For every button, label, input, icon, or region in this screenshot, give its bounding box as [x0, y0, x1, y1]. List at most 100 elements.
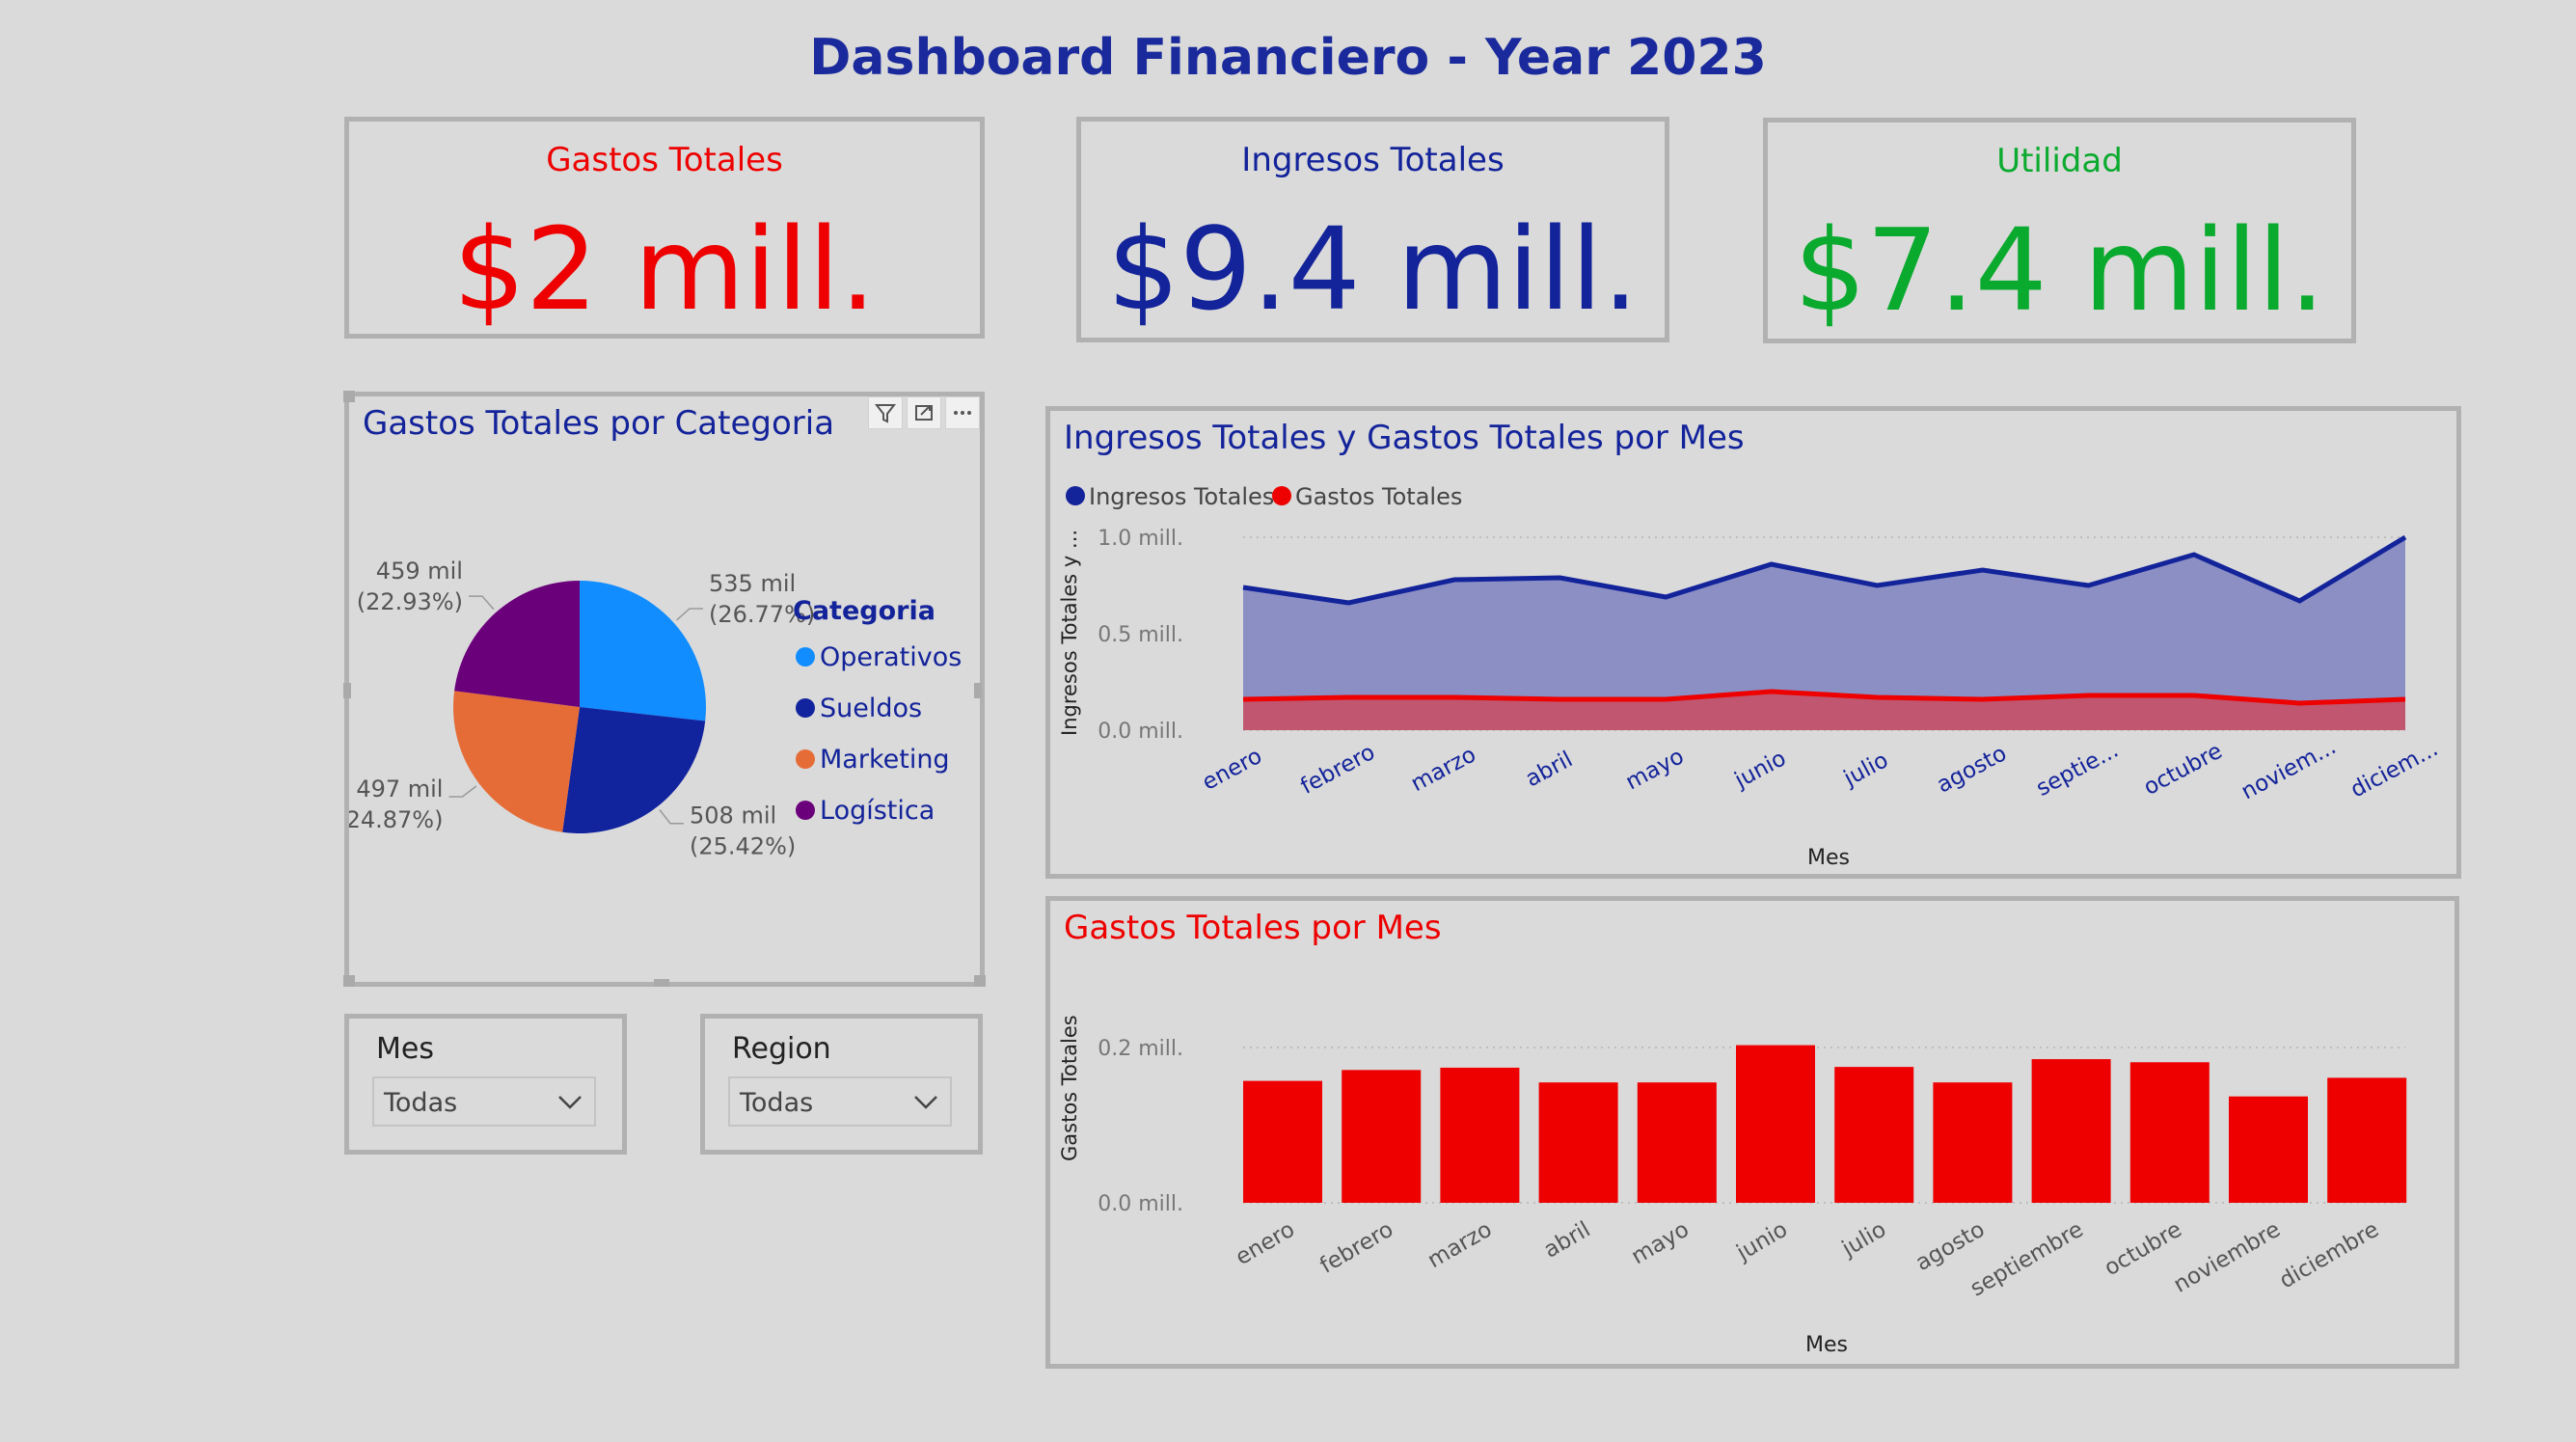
x-tick-label: enero — [1199, 744, 1266, 796]
slicer-region-value: Todas — [740, 1088, 813, 1118]
pie-legend: Operativos Sueldos Marketing Logística — [796, 642, 962, 826]
kpi-utilidad-label: Utilidad — [1768, 142, 2351, 180]
slicer-region[interactable]: Region Todas — [700, 1014, 983, 1155]
kpi-card-gastos[interactable]: Gastos Totales $2 mill. — [344, 117, 985, 339]
x-tick-label: septiembre — [1966, 1217, 2088, 1302]
y-tick-label: 0.0 mill. — [1098, 1192, 1183, 1216]
pie-slice-sueldos[interactable] — [562, 707, 705, 833]
pie-percent-label: (24.87%) — [349, 806, 443, 833]
area-legend: Ingresos Totales Gastos Totales — [1066, 483, 1462, 510]
y-tick-label: 0.5 mill. — [1098, 623, 1183, 647]
slicer-mes-value: Todas — [384, 1088, 457, 1118]
legend-label-logística[interactable]: Logística — [820, 796, 935, 826]
x-tick-label: junio — [1730, 746, 1791, 794]
x-tick-label: julio — [1837, 1217, 1890, 1263]
x-tick-label: agosto — [1912, 1217, 1989, 1276]
bar-chart-panel[interactable]: Gastos Totales por Mes Gastos Totales Me… — [1045, 896, 2459, 1369]
area-chart-ylabel: Ingresos Totales y ... — [1058, 530, 1081, 736]
x-tick-label: marzo — [1407, 742, 1480, 797]
pie-leader-line — [660, 810, 684, 824]
pie-value-label: 535 mil — [709, 570, 796, 597]
bar-marzo[interactable] — [1440, 1068, 1519, 1203]
pie-chart-panel[interactable]: Gastos Totales por Categoria 535 mil (26.… — [344, 392, 985, 987]
legend-marker-gastos — [1272, 486, 1291, 505]
pie-percent-label: (22.93%) — [357, 588, 463, 615]
pie-legend-title: Categoria — [793, 596, 935, 626]
bar-chart-ylabel: Gastos Totales — [1058, 1015, 1081, 1161]
pie-slice-operativos[interactable] — [580, 581, 706, 721]
bar-septiembre[interactable] — [2032, 1059, 2111, 1203]
kpi-card-utilidad[interactable]: Utilidad $7.4 mill. — [1763, 118, 2356, 343]
y-tick-label: 1.0 mill. — [1098, 527, 1183, 551]
pie-value-label: 508 mil — [690, 803, 776, 830]
pie-value-label: 459 mil — [376, 558, 463, 585]
legend-label-marketing[interactable]: Marketing — [820, 745, 950, 775]
legend-marker-operativos — [796, 647, 815, 667]
x-tick-label: marzo — [1424, 1217, 1496, 1274]
slicer-mes-dropdown[interactable]: Todas — [372, 1076, 596, 1127]
legend-marker-logística — [796, 801, 815, 820]
bar-noviembre[interactable] — [2229, 1097, 2308, 1203]
x-tick-label: abril — [1539, 1217, 1594, 1264]
resize-handle[interactable] — [974, 975, 986, 987]
kpi-ingresos-label: Ingresos Totales — [1081, 141, 1665, 179]
kpi-gastos-value: $2 mill. — [349, 203, 980, 336]
area-plot: 0.0 mill. 0.5 mill. 1.0 mill. enero febrero m… — [1098, 527, 2442, 804]
bar-enero[interactable] — [1243, 1081, 1322, 1203]
pie-leader-line — [448, 786, 475, 797]
resize-handle[interactable] — [343, 975, 355, 987]
slicer-region-dropdown[interactable]: Todas — [728, 1076, 952, 1127]
resize-handle[interactable] — [654, 979, 669, 987]
pie-leader-line — [677, 609, 703, 620]
x-tick-label: septie... — [2032, 738, 2123, 802]
legend-marker-sueldos — [796, 698, 815, 718]
pie-percent-label: (25.42%) — [690, 833, 796, 860]
bar-plot: 0.0 mill.0.2 mill.enero febrero marzo abril… — [1098, 1037, 2406, 1301]
legend-label-gastos: Gastos Totales — [1295, 483, 1462, 510]
x-tick-label: diciembre — [2275, 1217, 2383, 1294]
legend-marker-marketing — [796, 749, 815, 769]
page-title: Dashboard Financiero - Year 2023 — [0, 29, 2576, 87]
resize-handle[interactable] — [343, 683, 351, 698]
bar-octubre[interactable] — [2130, 1062, 2210, 1203]
y-tick-label: 0.0 mill. — [1098, 720, 1183, 744]
bar-julio[interactable] — [1834, 1067, 1913, 1203]
kpi-gastos-label: Gastos Totales — [349, 141, 980, 179]
pie-value-label: 497 mil — [356, 775, 443, 803]
x-tick-label: junio — [1732, 1217, 1792, 1266]
x-tick-label: enero — [1232, 1217, 1299, 1270]
x-tick-label: julio — [1839, 748, 1892, 792]
bar-junio[interactable] — [1736, 1046, 1815, 1203]
kpi-card-ingresos[interactable]: Ingresos Totales $9.4 mill. — [1076, 117, 1669, 342]
kpi-utilidad-value: $7.4 mill. — [1768, 204, 2351, 337]
y-tick-label: 0.2 mill. — [1098, 1037, 1183, 1061]
chevron-down-icon[interactable] — [556, 1088, 584, 1119]
slicer-mes-label: Mes — [376, 1032, 434, 1066]
chevron-down-icon[interactable] — [911, 1088, 940, 1119]
legend-label-sueldos[interactable]: Sueldos — [820, 694, 922, 723]
area-chart-panel[interactable]: Ingresos Totales y Gastos Totales por Me… — [1045, 406, 2461, 879]
bar-febrero[interactable] — [1342, 1070, 1421, 1203]
slicer-region-label: Region — [732, 1032, 831, 1066]
pie-leader-line — [469, 596, 494, 610]
x-tick-label: octubre — [2140, 739, 2227, 801]
bar-agosto[interactable] — [1933, 1082, 2012, 1203]
pie-slice-marketing[interactable] — [453, 691, 580, 832]
x-tick-label: mayo — [1627, 1217, 1694, 1270]
bar-mayo[interactable] — [1638, 1082, 1717, 1203]
x-tick-label: diciem... — [2346, 736, 2442, 803]
slicer-mes[interactable]: Mes Todas — [344, 1014, 627, 1155]
bar-chart-xlabel: Mes — [1805, 1333, 1848, 1357]
resize-handle[interactable] — [343, 391, 355, 402]
bar-abril[interactable] — [1539, 1082, 1618, 1203]
resize-handle[interactable] — [974, 683, 982, 698]
pie-slice-logística[interactable] — [454, 581, 580, 707]
legend-label-ingresos: Ingresos Totales — [1089, 483, 1274, 510]
x-tick-label: febrero — [1297, 740, 1379, 800]
bar-diciembre[interactable] — [2327, 1077, 2406, 1203]
x-tick-label: noviembre — [2170, 1217, 2285, 1298]
kpi-ingresos-value: $9.4 mill. — [1081, 203, 1665, 336]
area-chart-xlabel: Mes — [1807, 846, 1850, 870]
pie-chart: 535 mil (26.77%) 508 mil (25.42%) 497 mil (24… — [349, 558, 815, 860]
legend-label-operativos[interactable]: Operativos — [820, 642, 962, 672]
